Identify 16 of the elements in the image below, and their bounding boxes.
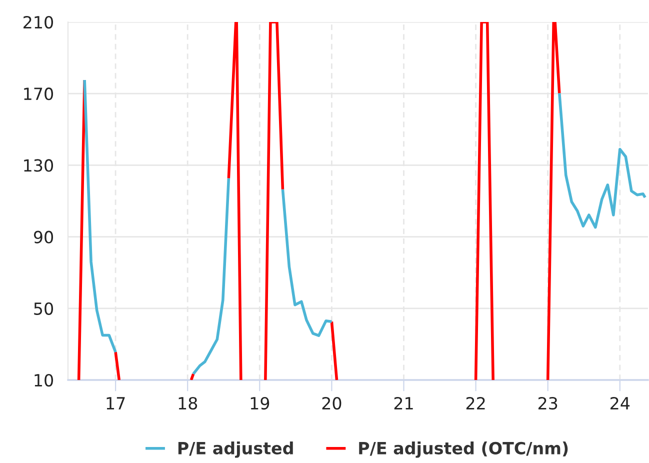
y-tick-label: 10 bbox=[34, 374, 54, 387]
y-tick-label: 130 bbox=[24, 159, 54, 172]
legend-label: P/E adjusted bbox=[178, 442, 293, 458]
legend-label: P/E adjusted (OTC/nm) bbox=[359, 442, 568, 458]
x-tick-label: 21 bbox=[394, 396, 413, 410]
x-tick-label: 24 bbox=[610, 396, 630, 410]
x-tick-label: 23 bbox=[538, 396, 558, 410]
x-tick-label: 20 bbox=[322, 396, 342, 410]
x-tick-label: 19 bbox=[250, 396, 270, 410]
x-tick-label: 17 bbox=[106, 397, 125, 410]
y-tick-label: 90 bbox=[34, 230, 54, 244]
x-tick-label: 18 bbox=[178, 396, 198, 410]
y-tick-label: 50 bbox=[34, 302, 54, 315]
y-tick-label: 210 bbox=[24, 16, 54, 29]
y-tick-label: 170 bbox=[24, 88, 54, 100]
x-tick-label: 22 bbox=[466, 396, 485, 410]
